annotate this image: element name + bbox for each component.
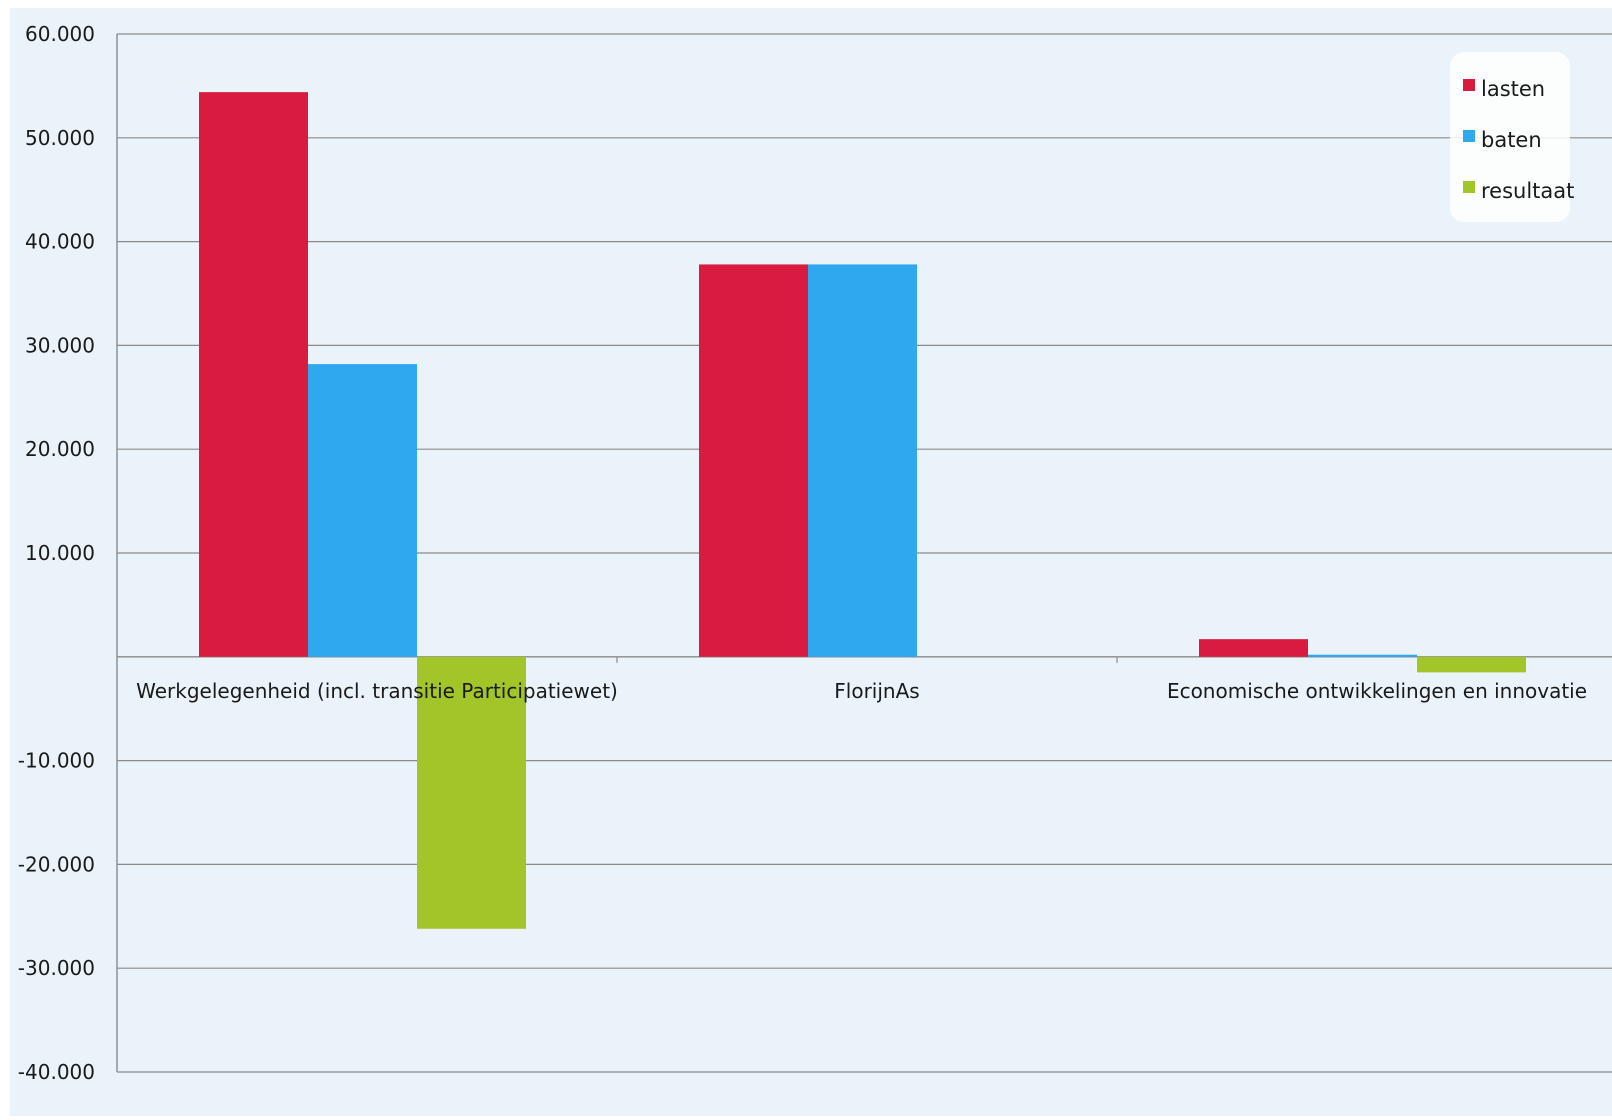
- bars: [199, 92, 1526, 929]
- y-tick-label: 40.000: [25, 230, 95, 254]
- y-tick-label: 60.000: [25, 22, 95, 46]
- category-labels: Werkgelegenheid (incl. transitie Partici…: [136, 679, 1587, 703]
- bar-resultaat: [1417, 656, 1526, 673]
- legend-swatch-baten: [1463, 130, 1475, 142]
- legend-label-baten: baten: [1481, 128, 1542, 152]
- y-tick-label: -20.000: [18, 852, 95, 876]
- y-tick-label: -10.000: [18, 749, 95, 773]
- y-axis-ticks: -40.000 -30.000 -20.000 -10.000 10.000 20.000…: [18, 22, 95, 1084]
- legend-label-resultaat: resultaat: [1481, 179, 1574, 203]
- legend-label-lasten: lasten: [1481, 77, 1545, 101]
- legend-swatch-lasten: [1463, 79, 1475, 91]
- bar-baten: [808, 264, 917, 657]
- bar-lasten: [1199, 639, 1308, 657]
- y-tick-label: -40.000: [18, 1060, 95, 1084]
- bar-resultaat: [417, 656, 526, 929]
- bar-baten: [1308, 654, 1417, 657]
- y-tick-label: 10.000: [25, 541, 95, 565]
- bar-lasten: [699, 264, 808, 657]
- legend: lasten baten resultaat: [1450, 52, 1574, 222]
- bar-baten: [308, 364, 417, 657]
- legend-box: [1450, 52, 1570, 222]
- category-label: Werkgelegenheid (incl. transitie Partici…: [136, 679, 618, 703]
- legend-swatch-resultaat: [1463, 181, 1475, 193]
- bar-lasten: [199, 92, 308, 657]
- category-label: Economische ontwikkelingen en innovatie: [1167, 679, 1587, 703]
- category-label: FlorijnAs: [834, 679, 919, 703]
- y-tick-label: 50.000: [25, 126, 95, 150]
- y-tick-label: 20.000: [25, 437, 95, 461]
- y-tick-label: -30.000: [18, 956, 95, 980]
- y-tick-label: 30.000: [25, 333, 95, 357]
